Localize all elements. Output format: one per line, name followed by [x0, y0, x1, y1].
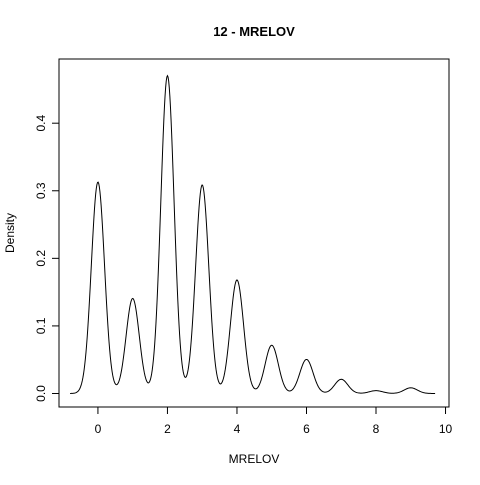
y-tick-label: 0.4 [34, 115, 48, 132]
x-tick-label: 6 [303, 422, 310, 436]
y-tick-label: 0.3 [34, 182, 48, 199]
y-tick-label: 0.1 [34, 317, 48, 334]
y-axis-label: Density [3, 213, 17, 253]
density-curve [70, 74, 436, 394]
y-tick-label: 0.0 [34, 385, 48, 402]
x-axis-label: MRELOV [229, 452, 280, 466]
chart-title: 12 - MRELOV [213, 24, 295, 39]
y-tick-label: 0.2 [34, 250, 48, 267]
x-tick-label: 8 [373, 422, 380, 436]
plot-frame [58, 58, 450, 408]
y-axis: 0.0 0.1 0.2 0.3 0.4 [34, 115, 60, 402]
x-tick-label: 4 [234, 422, 241, 436]
x-tick-label: 10 [439, 422, 453, 436]
x-axis: 0 2 4 6 8 10 [95, 406, 453, 436]
x-tick-label: 0 [95, 422, 102, 436]
x-tick-label: 2 [164, 422, 171, 436]
